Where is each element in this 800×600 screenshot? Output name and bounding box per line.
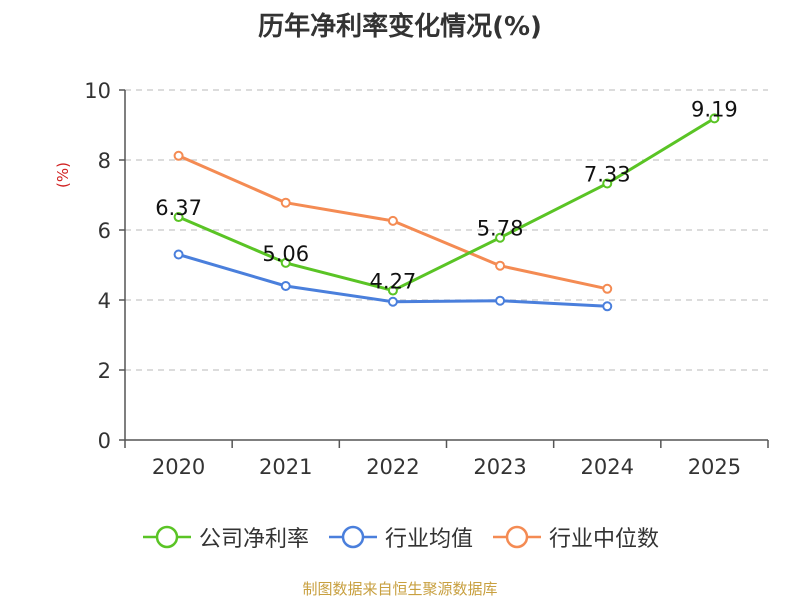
y-tick-label: 8 xyxy=(98,149,111,173)
y-tick-label: 2 xyxy=(98,359,111,383)
data-point-2 xyxy=(495,260,506,271)
legend-item[interactable]: 行业中位数 xyxy=(491,521,659,553)
legend-marker xyxy=(505,525,529,549)
x-tick-label: 2020 xyxy=(152,455,205,479)
legend-swatch xyxy=(493,525,541,549)
x-tick-label: 2023 xyxy=(473,455,526,479)
chart-title: 历年净利率变化情况(%) xyxy=(258,12,542,42)
data-point-2 xyxy=(387,215,398,226)
data-point-0 xyxy=(280,257,291,268)
data-point-0 xyxy=(173,212,184,223)
y-axis-label: (%) xyxy=(54,162,72,188)
legend-label: 公司净利率 xyxy=(198,527,309,552)
legend-swatch xyxy=(328,525,377,549)
data-point-1 xyxy=(387,296,398,307)
data-label: 5.78 xyxy=(477,217,524,241)
y-tick-label: 4 xyxy=(98,289,111,313)
data-point-1 xyxy=(280,281,291,291)
legend-item[interactable]: 公司净利率 xyxy=(141,521,309,553)
y-tick-label: 0 xyxy=(98,429,111,453)
data-label: 6.37 xyxy=(155,196,202,220)
data-point-2 xyxy=(280,197,291,208)
source-note: 制图数据来自恒生聚源数据库 xyxy=(302,580,498,598)
y-tick-label: 6 xyxy=(98,219,111,243)
data-label: 7.33 xyxy=(584,162,631,186)
x-tick-label: 2024 xyxy=(581,455,634,479)
legend-label: 行业中位数 xyxy=(549,527,660,552)
legend-marker xyxy=(341,525,365,549)
legend: 公司净利率 行业均值 行业中位数 xyxy=(0,520,800,554)
y-tick-label: 10 xyxy=(84,79,111,103)
data-point-0 xyxy=(602,178,613,189)
legend-swatch xyxy=(142,525,191,549)
data-label: 5.06 xyxy=(262,242,309,266)
data-label: 9.19 xyxy=(691,97,738,121)
data-point-1 xyxy=(495,295,506,306)
legend-marker xyxy=(155,525,179,549)
x-tick-label: 2022 xyxy=(366,455,419,479)
data-point-1 xyxy=(602,301,613,312)
legend-label: 行业均值 xyxy=(384,527,473,552)
data-point-1 xyxy=(173,249,184,260)
data-point-0 xyxy=(387,285,398,296)
x-tick-label: 2021 xyxy=(259,455,312,479)
data-point-2 xyxy=(602,283,613,294)
data-point-0 xyxy=(495,232,506,243)
series-line-0 xyxy=(177,117,716,293)
data-point-0 xyxy=(709,113,720,124)
x-tick-label: 2025 xyxy=(688,455,741,479)
legend-item[interactable]: 行业均值 xyxy=(327,521,473,553)
data-label: 4.27 xyxy=(370,270,417,294)
data-point-2 xyxy=(173,150,184,161)
